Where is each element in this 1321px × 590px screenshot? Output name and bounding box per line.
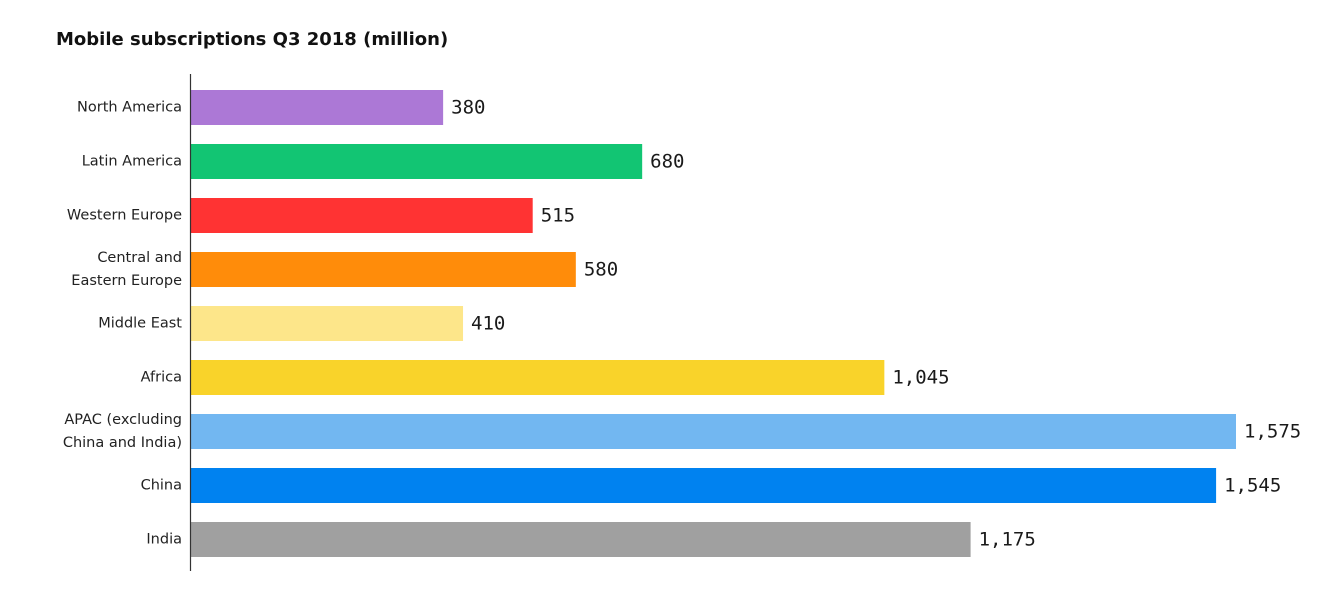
chart-title: Mobile subscriptions Q3 2018 (million) xyxy=(56,29,449,50)
value-label-5: 1,045 xyxy=(892,367,949,389)
category-label-6: APAC (excluding China and India) xyxy=(63,412,182,451)
category-label-0: North America xyxy=(77,100,182,116)
value-label-0: 380 xyxy=(451,97,485,119)
category-label-3: Central and Eastern Europe xyxy=(71,250,182,289)
category-label-4: Middle East xyxy=(98,316,182,332)
bars-layer: 380 North America 680 Latin America 515 Weste… xyxy=(63,90,1301,557)
bar-8 xyxy=(191,522,971,557)
bar-6 xyxy=(191,414,1236,449)
bar-7 xyxy=(191,468,1217,503)
category-label-2: Western Europe xyxy=(67,208,182,224)
value-label-1: 680 xyxy=(650,151,684,173)
category-label-5: Africa xyxy=(141,370,182,386)
category-label-7: China xyxy=(141,478,182,494)
value-label-8: 1,175 xyxy=(979,529,1036,551)
bar-4 xyxy=(191,306,464,341)
value-label-4: 410 xyxy=(471,313,505,335)
category-label-8: India xyxy=(146,532,182,548)
bar-2 xyxy=(191,198,533,233)
value-label-6: 1,575 xyxy=(1244,421,1301,443)
value-label-7: 1,545 xyxy=(1224,475,1281,497)
value-label-2: 515 xyxy=(541,205,575,227)
bar-3 xyxy=(191,252,576,287)
bar-0 xyxy=(191,90,444,125)
category-label-1: Latin America xyxy=(82,154,182,170)
bar-5 xyxy=(191,360,885,395)
bar-1 xyxy=(191,144,643,179)
value-label-3: 580 xyxy=(584,259,618,281)
